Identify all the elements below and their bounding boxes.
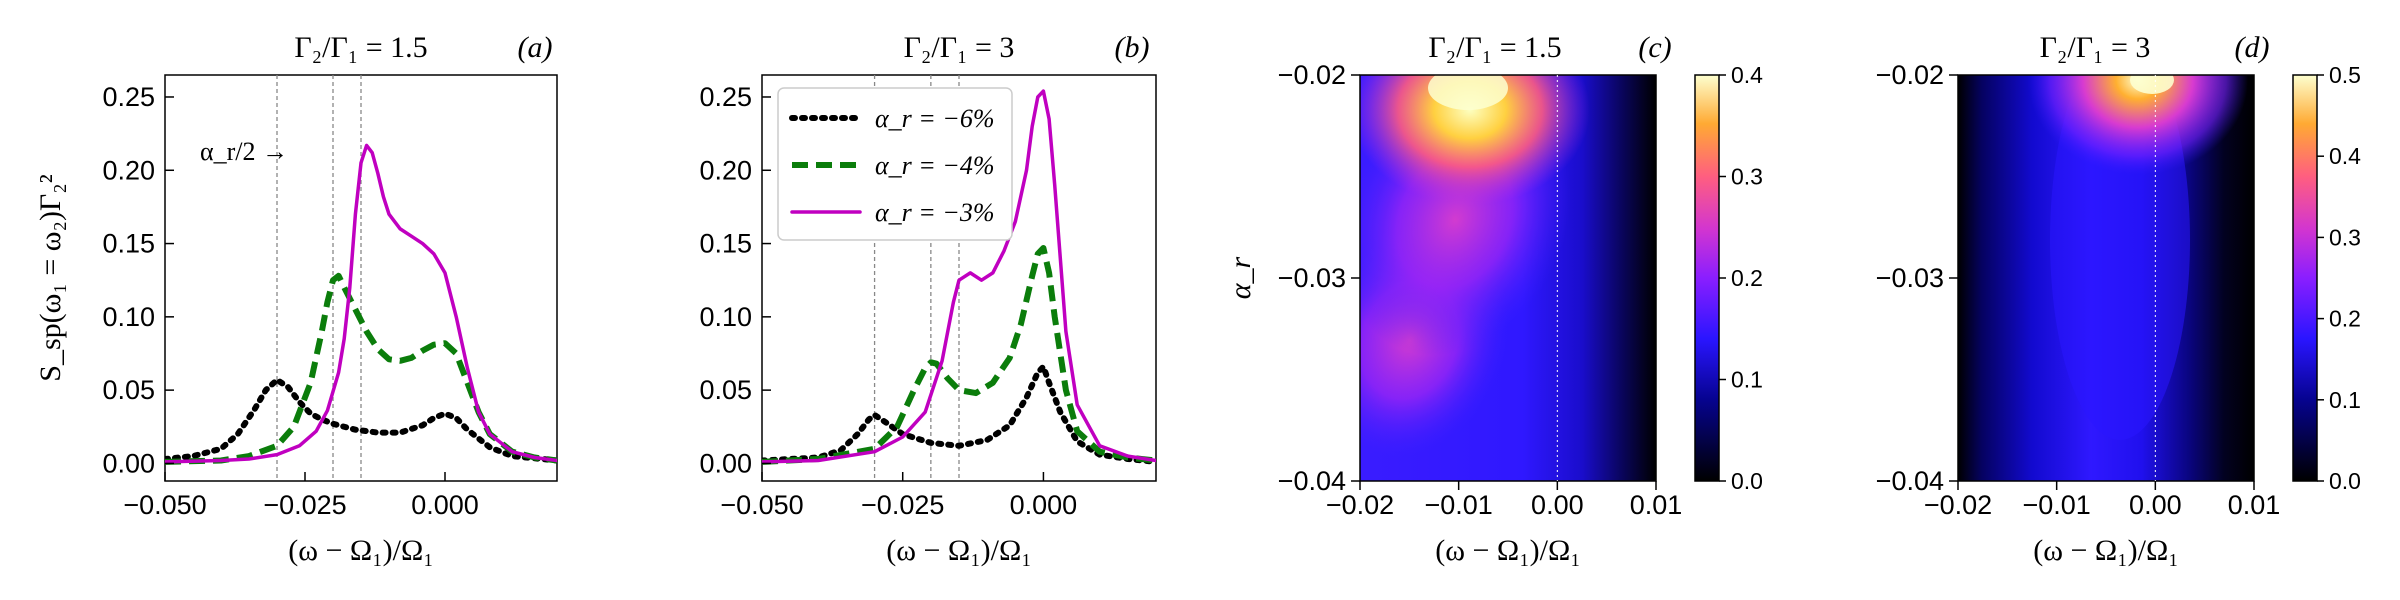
panel-a-title: Γ₂/Γ₁ = 1.5 [294,31,427,64]
panel-d-xlabel: (ω − Ω₁)/Ω₁ [2033,534,2179,567]
panel-d-xtick-label-3: 0.01 [2228,490,2281,520]
panel-d-xtick-label-0: −0.02 [1924,490,1992,520]
panel-a: −0.050 −0.025 0.000 0.00 0.05 0.10 0.15 0.20 0.2… [34,31,558,567]
panel-d-cbtick-label-3: 0.3 [2329,224,2361,250]
panel-a-series-2 [165,143,557,464]
panel-c-ytick-label-0: −0.02 [1278,60,1346,90]
panel-d-title: Γ₂/Γ₁ = 3 [2040,31,2151,64]
panel-c-ytick-label-2: −0.04 [1278,466,1346,496]
legend-label-0: α_r = −6% [875,104,995,133]
legend-label-2: α_r = −3% [875,198,995,227]
panel-c-cbtick-label-1: 0.1 [1731,367,1763,393]
panel-b-title: Γ₂/Γ₁ = 3 [904,31,1015,64]
panel-c-ylabel: α_r [1224,256,1257,299]
panel-c-label: (c) [1638,31,1671,64]
panel-b-ytick-label-3: 0.15 [699,229,752,259]
panel-c-ytick-label-1: −0.03 [1278,263,1346,293]
panel-c-xtick-label-2: 0.00 [1531,490,1584,520]
panel-c-xtick-label-1: −0.01 [1425,490,1493,520]
panel-a-series-1 [165,272,557,465]
panel-d: −0.02 −0.01 0.00 0.01 −0.02 −0.03 −0.04 Γ₂/Γ₁ … [1876,31,2362,567]
panel-a-xtick-label-0: −0.050 [123,490,206,520]
panel-d-xtick-label-1: −0.01 [2023,490,2091,520]
panel-b-ytick-label-2: 0.10 [699,302,752,332]
panel-c-cbtick-label-4: 0.4 [1731,62,1763,88]
legend-label-1: α_r = −4% [875,151,995,180]
panel-d-ytick-label-2: −0.04 [1876,466,1944,496]
panel-d-heatmap [1958,75,2254,481]
panel-c-cbtick-label-0: 0.0 [1731,468,1763,494]
panel-d-ytick-label-0: −0.02 [1876,60,1944,90]
panel-c-title: Γ₂/Γ₁ = 1.5 [1428,31,1561,64]
panel-a-xtick-label-2: 0.000 [411,490,479,520]
panel-a-ytick-label-4: 0.20 [102,155,155,185]
panel-d-xtick-label-2: 0.00 [2129,490,2182,520]
panel-c-colorbar [1694,74,1720,482]
panel-a-ytick-label-5: 0.25 [102,82,155,112]
panel-b-label: (b) [1115,31,1150,64]
panel-c: −0.02 −0.01 0.00 0.01 −0.02 −0.03 −0.04 Γ₂/Γ₁ … [1224,31,1763,567]
panel-b-xlabel: (ω − Ω₁)/Ω₁ [886,534,1032,567]
panel-b-ytick-label-4: 0.20 [699,155,752,185]
panel-c-cbtick-label-2: 0.2 [1731,265,1763,291]
panel-b-ytick-label-0: 0.00 [699,448,752,478]
panel-b-ytick-label-1: 0.05 [699,375,752,405]
panel-c-heatmap [1360,75,1656,481]
panel-d-cbtick-label-4: 0.4 [2329,143,2361,169]
panel-b-series-1 [762,245,1156,465]
panel-d-colorbar [2292,74,2318,482]
panel-c-cbtick-label-3: 0.3 [1731,164,1763,190]
panel-d-cbtick-label-1: 0.1 [2329,387,2361,413]
panel-c-xlabel: (ω − Ω₁)/Ω₁ [1435,534,1581,567]
panel-a-ylabel: S_sp(ω₁ = ω₂)Γ₂² [34,174,67,381]
panel-b-xtick-label-0: −0.050 [720,490,803,520]
panel-b-series-0 [762,363,1156,465]
panel-b-xtick-label-1: −0.025 [861,490,944,520]
panel-c-xtick-label-3: 0.01 [1630,490,1683,520]
panel-a-ytick-label-2: 0.10 [102,302,155,332]
panel-a-ytick-label-0: 0.00 [102,448,155,478]
legend: α_r = −6% α_r = −4% α_r = −3% [777,87,1013,241]
panel-d-cbtick-label-2: 0.2 [2329,306,2361,332]
panel-d-ytick-label-1: −0.03 [1876,263,1944,293]
panel-b-ytick-label-5: 0.25 [699,82,752,112]
panel-b-xtick-label-2: 0.000 [1010,490,1078,520]
panel-b: −0.050 −0.025 0.000 0.00 0.05 0.10 0.15 0.20 0.2… [699,31,1157,567]
panel-d-cbtick-label-0: 0.0 [2329,468,2361,494]
panel-a-ytick-label-1: 0.05 [102,375,155,405]
panel-c-xtick-label-0: −0.02 [1326,490,1394,520]
legend-box [777,87,1013,241]
panel-a-annotation: α_r/2 → [200,137,288,166]
panel-a-ytick-label-3: 0.15 [102,229,155,259]
panel-a-series-0 [165,376,557,464]
panel-a-label: (a) [518,31,553,64]
panel-d-label: (d) [2235,31,2270,64]
panel-d-cbtick-label-5: 0.5 [2329,62,2361,88]
panel-a-xtick-label-1: −0.025 [263,490,346,520]
panel-a-xlabel: (ω − Ω₁)/Ω₁ [288,534,434,567]
